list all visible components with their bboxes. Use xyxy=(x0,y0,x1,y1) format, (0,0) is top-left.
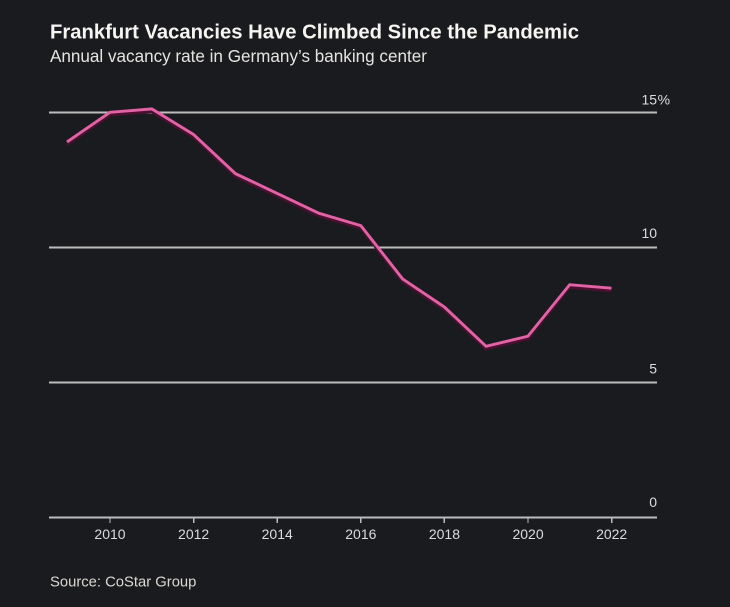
svg-text:Source: CoStar Group: Source: CoStar Group xyxy=(50,574,196,590)
svg-text:2018: 2018 xyxy=(429,526,460,542)
svg-text:5: 5 xyxy=(649,361,657,377)
svg-text:2010: 2010 xyxy=(94,526,125,542)
svg-text:2014: 2014 xyxy=(262,526,293,542)
svg-text:2016: 2016 xyxy=(345,526,376,542)
svg-text:0: 0 xyxy=(649,494,657,510)
svg-text:2012: 2012 xyxy=(178,526,209,542)
svg-text:Annual vacancy rate in Germany: Annual vacancy rate in Germany’s banking… xyxy=(50,47,427,66)
svg-text:2022: 2022 xyxy=(596,526,627,542)
svg-text:Frankfurt Vacancies Have Climb: Frankfurt Vacancies Have Climbed Since t… xyxy=(50,21,579,43)
svg-text:10: 10 xyxy=(641,225,657,241)
svg-text:15: 15 xyxy=(641,92,657,108)
svg-text:2020: 2020 xyxy=(512,526,543,542)
svg-text:%: % xyxy=(658,92,670,108)
